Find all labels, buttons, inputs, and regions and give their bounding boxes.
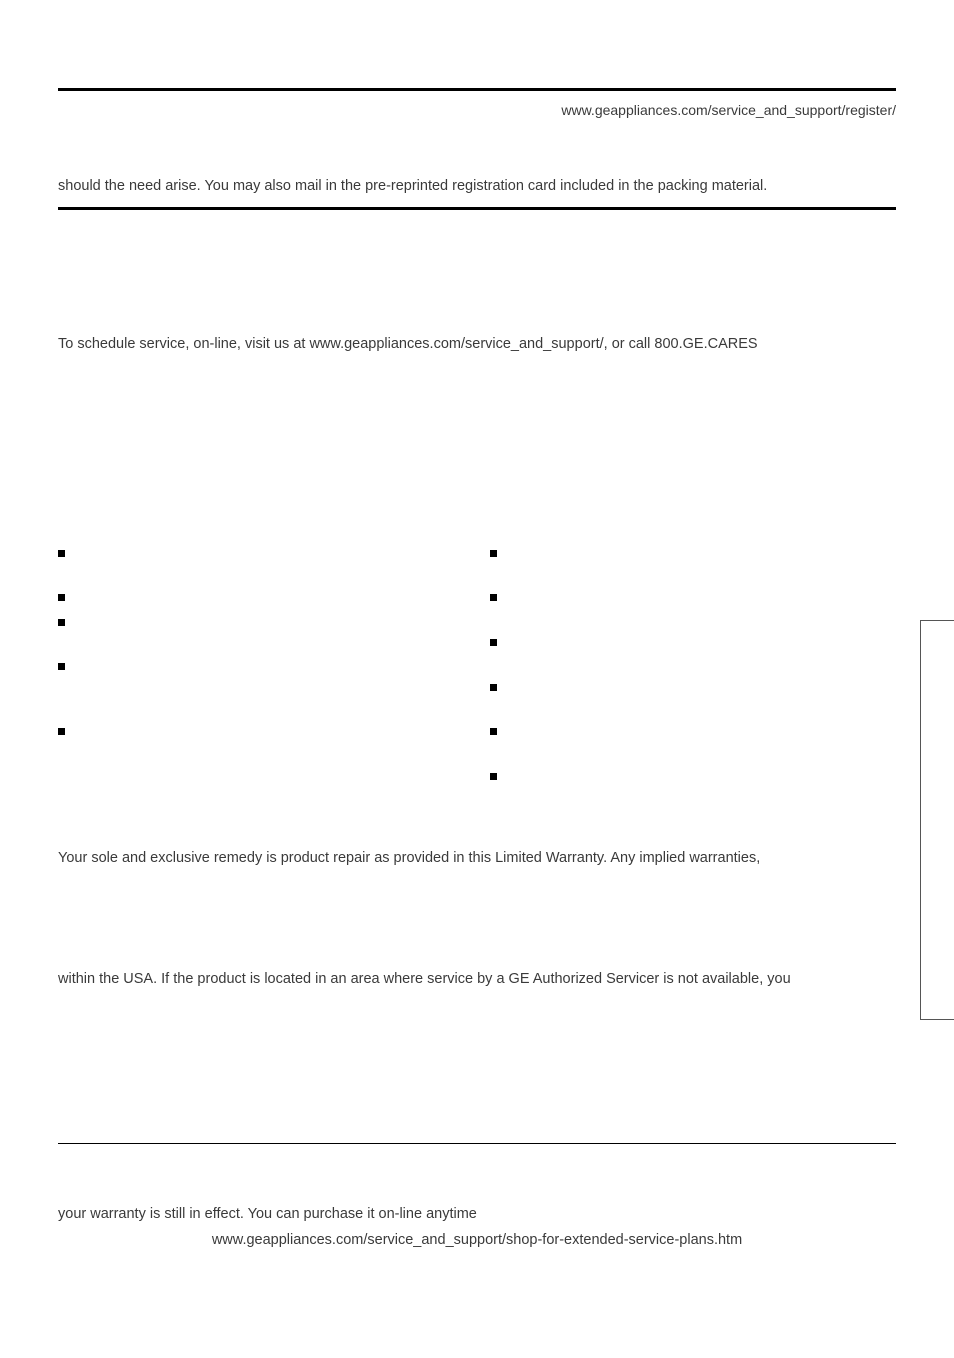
exclusions-columns: Service trips to your home to teach you …	[58, 544, 896, 812]
one-year-sub: From the date of the original purchase	[58, 459, 254, 494]
ext-lead: GE Service Protection Plus™ Extended Ser…	[58, 1157, 875, 1195]
exclusion-item: Failure of the product if it is abused, …	[58, 613, 464, 654]
state-rights: Some states do not allow the exclusion o…	[58, 1059, 896, 1126]
bullet-icon	[58, 550, 65, 557]
exclusion-item: Damage to the glass cooktop caused by us…	[490, 544, 896, 585]
home-use-3: may be responsible for a trip charge or …	[58, 994, 896, 1039]
exclusion-text: Damage caused after delivery, including …	[505, 633, 896, 674]
ext-line: your warranty is still in effect. You ca…	[58, 1206, 477, 1222]
exclusion-text: Replacement of house fuses or resetting …	[73, 657, 464, 718]
exclusion-text: Improper installation, delivery or maint…	[73, 588, 359, 608]
register-heading: Register Your Appliance: www.geappliance…	[58, 97, 896, 118]
exclusion-text: Damage caused by services performed by u…	[505, 722, 896, 763]
register-url[interactable]: www.geappliances.com/service_and_support…	[561, 102, 896, 118]
divider	[58, 88, 896, 91]
exclusion-text: Service trips to your home to teach you …	[73, 544, 464, 585]
ext-rest: GE Consumer & Industrial will still be t…	[58, 1256, 896, 1278]
exclusion-implied-line2: including the implied warranties of merc…	[58, 874, 896, 918]
warranty-row: One Year From the date of the original p…	[58, 439, 896, 504]
one-year-head: One Year	[58, 439, 254, 459]
page-number: 23	[882, 1325, 896, 1340]
bullet-icon	[58, 663, 65, 670]
exclusion-item: Cosmetic damage to the glass cooktop suc…	[490, 767, 896, 808]
exclusion-item: Damage caused after delivery, including …	[490, 633, 896, 674]
exclusion-text: Incidental or consequential damage cause…	[505, 678, 896, 719]
warrantor: Warrantor: General Electric Company. Lou…	[58, 1302, 424, 1318]
exclusions-title: What GE Will Not Cover:	[58, 518, 896, 536]
schedule-para-1: All warranty service provided by our Fac…	[58, 307, 896, 329]
exclusion-implied-line1: Your sole and exclusive remedy is produc…	[58, 847, 896, 869]
register-para-1: Register your new appliance on-line at y…	[58, 122, 896, 144]
bullet-icon	[490, 594, 497, 601]
bullet-icon	[490, 550, 497, 557]
side-tab-label: Warranty	[929, 781, 947, 858]
bullet-icon	[58, 619, 65, 626]
staple-note: Staple your receipt here. Proof of the o…	[58, 226, 896, 248]
exclusion-item: Damage caused by services performed by u…	[490, 722, 896, 763]
exclusion-item: Service trips to your home to teach you …	[58, 544, 464, 585]
col-for-head: For The Period Of:	[58, 412, 254, 432]
exclusion-item: Improper installation, delivery or maint…	[58, 588, 464, 608]
bullet-icon	[490, 773, 497, 780]
exclusion-item: Damage to the glass cooktop caused by ha…	[490, 588, 896, 629]
exclusion-implied-title: EXCLUSION OF IMPLIED WARRANTIES	[58, 825, 896, 843]
exclusion-item: Replacement of house fuses or resetting …	[58, 657, 464, 718]
one-year-body: Any part of the cooktop which fails due …	[278, 439, 897, 504]
exclusion-item: Incidental or consequential damage cause…	[490, 678, 896, 719]
home-use-1: This warranty is extended to the origina…	[58, 941, 896, 963]
side-tab: Warranty	[920, 620, 954, 1020]
ext-phone: , or call 800.626.2224 during normal bus…	[481, 1206, 819, 1222]
warranty-table: For The Period Of: GE Will Replace:	[58, 412, 896, 432]
register-para-3: should the need arise. You may also mail…	[58, 175, 896, 197]
footer: Warrantor: General Electric Company. Lou…	[58, 1302, 896, 1318]
col-ge-head: GE Will Replace:	[278, 412, 897, 432]
exclusion-text: Damage to the glass cooktop caused by us…	[505, 544, 896, 585]
bullet-icon	[490, 639, 497, 646]
home-use-2: within the USA. If the product is locate…	[58, 968, 896, 990]
ext-url[interactable]: www.geappliances.com/service_and_support…	[212, 1232, 742, 1248]
exclusion-item: Damage to the product caused by accident…	[58, 722, 464, 763]
exclusion-text: Failure of the product if it is abused, …	[73, 613, 464, 654]
exclusion-text: Damage to the product caused by accident…	[73, 722, 464, 763]
bullet-icon	[490, 684, 497, 691]
register-para-2: Timely product registration will allow f…	[58, 148, 896, 170]
schedule-para-3: (800.432.2737). Please have serial and m…	[58, 360, 896, 382]
schedule-para-2: To schedule service, on-line, visit us a…	[58, 333, 896, 355]
bullet-icon	[490, 728, 497, 735]
bullet-icon	[58, 594, 65, 601]
exclusion-text: Damage to the glass cooktop caused by ha…	[505, 588, 896, 629]
bullet-icon	[58, 728, 65, 735]
register-label: Register Your Appliance:	[58, 97, 271, 118]
page-title: GE Induction Cooktop Warranty. (For cust…	[58, 30, 896, 58]
exclusion-text: Cosmetic damage to the glass cooktop suc…	[505, 767, 896, 808]
